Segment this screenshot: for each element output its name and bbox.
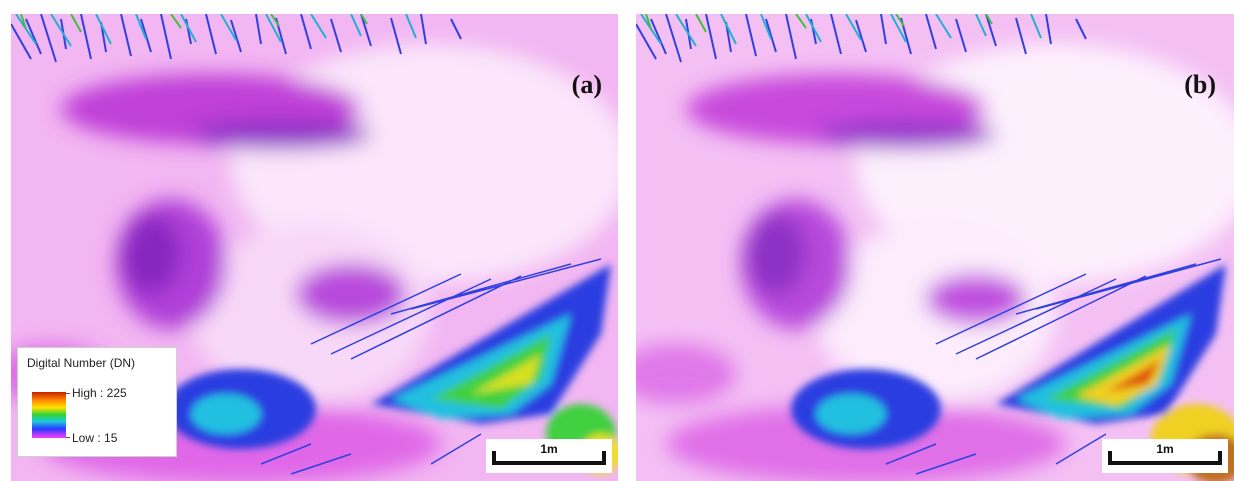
dn-legend: Digital Number (DN) High : 225 Low : 15 — [17, 347, 177, 457]
scale-bar-tick-right-a — [602, 451, 606, 465]
panel-label-b: (b) — [1184, 70, 1216, 99]
legend-low-label: Low : 15 — [72, 431, 118, 445]
legend-high-label: High : 225 — [72, 386, 127, 400]
scale-bar-line-b — [1108, 461, 1222, 465]
scale-bar-label-a: 1m — [540, 442, 558, 456]
legend-tick-high — [66, 393, 70, 394]
scale-bar-tick-left-b — [1108, 451, 1112, 465]
scale-bar-label-b: 1m — [1156, 442, 1174, 456]
image-panel-a: (a) 1m — [11, 14, 618, 481]
scale-bar-b: 1m — [1102, 439, 1228, 473]
legend-title: Digital Number (DN) — [27, 356, 136, 370]
image-panel-b: (b) 1m — [636, 14, 1234, 481]
scale-bar-line-a — [492, 461, 606, 465]
legend-tick-low — [66, 437, 70, 438]
dn-raster-b — [636, 14, 1234, 481]
legend-color-ramp — [32, 392, 66, 438]
scale-bar-tick-right-b — [1218, 451, 1222, 465]
panel-label-a: (a) — [571, 70, 602, 99]
scale-bar-a: 1m — [486, 439, 612, 473]
scale-bar-tick-left-a — [492, 451, 496, 465]
